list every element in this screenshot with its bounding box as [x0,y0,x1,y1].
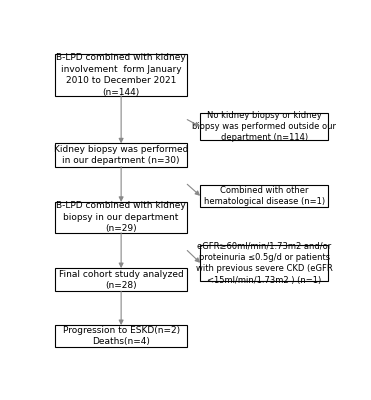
Text: B-LPD combined with kidney
involvement  form January
2010 to December 2021
(n=14: B-LPD combined with kidney involvement f… [56,53,186,97]
Text: Progression to ESKD(n=2)
Deaths(n=4): Progression to ESKD(n=2) Deaths(n=4) [63,326,180,346]
Text: No kidney biopsy or kidney
biopsy was performed outside our
department (n=114): No kidney biopsy or kidney biopsy was pe… [192,110,336,142]
Text: B-LPD combined with kidney
biopsy in our department
(n=29): B-LPD combined with kidney biopsy in our… [56,202,186,233]
FancyBboxPatch shape [55,325,187,347]
Text: eGFR≥60ml/min/1.73m2 and/or
proteinuria ≤0.5g/d or patients
with previous severe: eGFR≥60ml/min/1.73m2 and/or proteinuria … [196,241,332,284]
FancyBboxPatch shape [55,268,187,291]
FancyBboxPatch shape [55,54,187,96]
FancyBboxPatch shape [200,113,328,140]
Text: Final cohort study analyzed
(n=28): Final cohort study analyzed (n=28) [59,270,184,290]
FancyBboxPatch shape [200,245,328,280]
Text: Combined with other
hematological disease (n=1): Combined with other hematological diseas… [204,186,325,206]
FancyBboxPatch shape [55,202,187,233]
FancyBboxPatch shape [55,144,187,166]
FancyBboxPatch shape [200,185,328,207]
Text: Kidney biopsy was performed
in our department (n=30): Kidney biopsy was performed in our depar… [54,145,188,165]
